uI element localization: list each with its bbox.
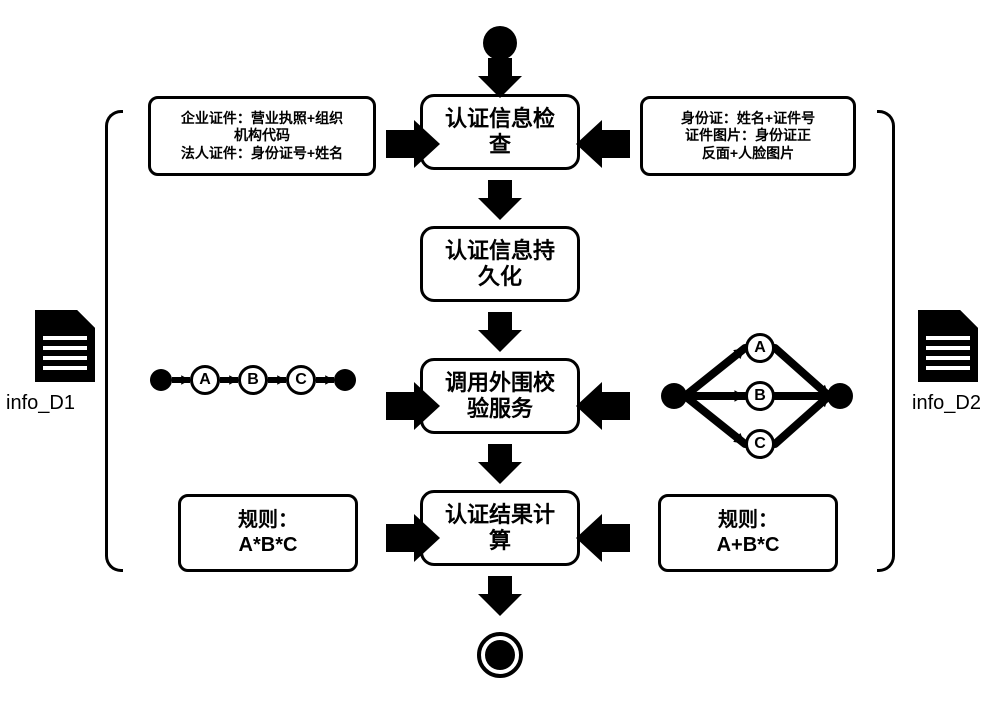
graph-node-b: B	[745, 381, 775, 411]
graph-node-a: A	[745, 333, 775, 363]
right-rule-box: 规则：A+B*C	[658, 494, 838, 572]
graph-node-c: C	[745, 429, 775, 459]
